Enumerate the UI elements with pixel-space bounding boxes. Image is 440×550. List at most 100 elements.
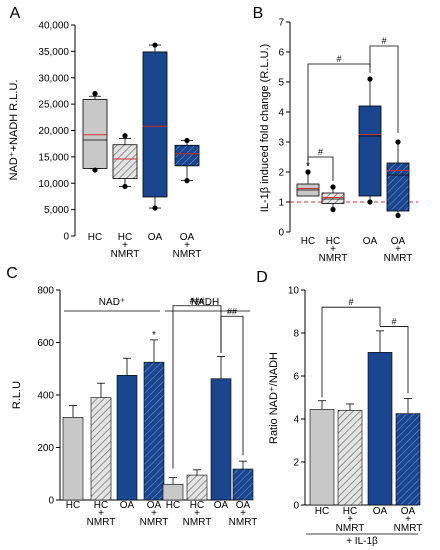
x-tick-label-sub: NMRT [140, 517, 169, 528]
x-tick-label-sub: + [184, 240, 190, 251]
y-tick-label: 800 [37, 286, 54, 297]
x-tick-label: OA [148, 232, 163, 243]
bar [186, 474, 208, 501]
significance-bracket-label: ### [189, 296, 204, 306]
footer-label: + IL-1β [346, 536, 378, 547]
y-tick-label: 2 [293, 458, 299, 469]
y-tick-label: 400 [37, 391, 54, 402]
y-tick-label: 30,000 [38, 73, 69, 84]
box [82, 98, 108, 169]
bar [62, 417, 84, 501]
x-tick-label: HC [326, 236, 340, 247]
x-tick-label-sub: + [98, 508, 104, 519]
x-tick-label: HC [166, 500, 180, 511]
y-tick-label: 35,000 [38, 47, 69, 58]
outlier-point [152, 205, 158, 211]
bar [90, 397, 112, 501]
outlier-point [122, 133, 128, 139]
y-tick-label: 10,000 [38, 179, 69, 190]
box [112, 144, 138, 179]
bar [395, 413, 421, 506]
bar [116, 375, 138, 501]
y-tick-label: 10 [288, 286, 300, 297]
bar [162, 483, 184, 501]
bar [309, 409, 335, 506]
significance-bracket-label: ## [227, 306, 237, 316]
significance-bracket-label: # [318, 147, 323, 157]
x-tick-label: HC [315, 506, 329, 517]
outlier-point [367, 76, 373, 82]
y-tick-label: 200 [37, 443, 54, 454]
x-tick-label-sub: + [240, 508, 246, 519]
outlier-point [330, 206, 336, 213]
outlier-point [122, 183, 128, 190]
outlier-point [92, 90, 98, 97]
y-tick-label: 600 [37, 338, 54, 349]
x-tick-label: HC [301, 236, 315, 247]
x-tick-label-sub: + [395, 244, 401, 255]
bar [367, 352, 393, 506]
significance-bracket [369, 45, 399, 133]
outlier-point [92, 167, 98, 173]
box [321, 192, 345, 204]
x-tick-label: HC [118, 232, 132, 243]
x-tick-label-sub: NMRT [384, 253, 413, 264]
x-tick-label: OA [236, 500, 251, 511]
outlier-point [395, 139, 401, 145]
x-tick-label: HC [66, 500, 80, 511]
y-tick-label: 15,000 [38, 152, 69, 163]
box [174, 144, 200, 167]
y-tick-label: 0 [293, 501, 299, 512]
panel-label-b: B [253, 5, 264, 22]
significance-bracket-label: # [381, 36, 386, 46]
y-tick-label: 6 [293, 372, 299, 383]
panel-label-c: C [6, 265, 18, 282]
x-tick-label-sub: + [405, 514, 411, 525]
significance-bracket [321, 306, 381, 398]
x-tick-label-sub: NMRT [183, 517, 212, 528]
panel-label-d: D [256, 269, 268, 286]
bar [210, 378, 232, 501]
x-tick-label-sub: NMRT [173, 249, 202, 260]
outlier-point [305, 169, 311, 175]
y-tick-label: 5,000 [44, 205, 69, 216]
outlier-point [330, 184, 336, 190]
outlier-point [367, 199, 373, 205]
significance-bracket [380, 326, 409, 394]
y-tick-label: 1 [278, 198, 284, 209]
significance-star: * [306, 161, 310, 172]
y-tick-label: 3 [278, 138, 284, 149]
x-tick-label-sub: + [194, 508, 200, 519]
x-tick-label: HC [94, 500, 108, 511]
significance-bracket [220, 315, 244, 456]
outlier-point [395, 212, 401, 219]
x-tick-label-sub: NMRT [111, 249, 140, 260]
panel-label-a: A [10, 5, 21, 22]
y-tick-label: 25,000 [38, 100, 69, 111]
significance-bracket [307, 63, 371, 160]
x-tick-label: HC [88, 232, 102, 243]
x-tick-label-sub: NMRT [319, 253, 348, 264]
y-axis-title: NAD⁺+NADH R.L.U. [8, 80, 20, 181]
y-tick-label: 0 [48, 496, 54, 507]
x-tick-label-sub: NMRT [394, 523, 423, 534]
x-tick-label: OA [401, 506, 416, 517]
y-tick-label: 4 [293, 415, 299, 426]
x-tick-label-sub: + [330, 244, 336, 255]
y-tick-label: 0 [63, 232, 69, 243]
outlier-point [184, 178, 190, 184]
group-label-nad: NAD⁺ [99, 297, 125, 308]
box [142, 51, 168, 198]
x-tick-label: OA [120, 500, 135, 511]
y-axis-title: R.L.U [11, 381, 23, 409]
bar [337, 410, 363, 506]
outlier-point [152, 42, 158, 48]
significance-bracket-label: # [348, 297, 353, 307]
y-tick-label: 0 [278, 228, 284, 239]
y-axis-title: Ratio NAD⁺/NADH [268, 352, 280, 444]
significance-bracket [307, 156, 334, 181]
y-tick-label: 2 [278, 168, 284, 179]
x-tick-label: OA [180, 232, 195, 243]
y-tick-label: 8 [293, 329, 299, 340]
